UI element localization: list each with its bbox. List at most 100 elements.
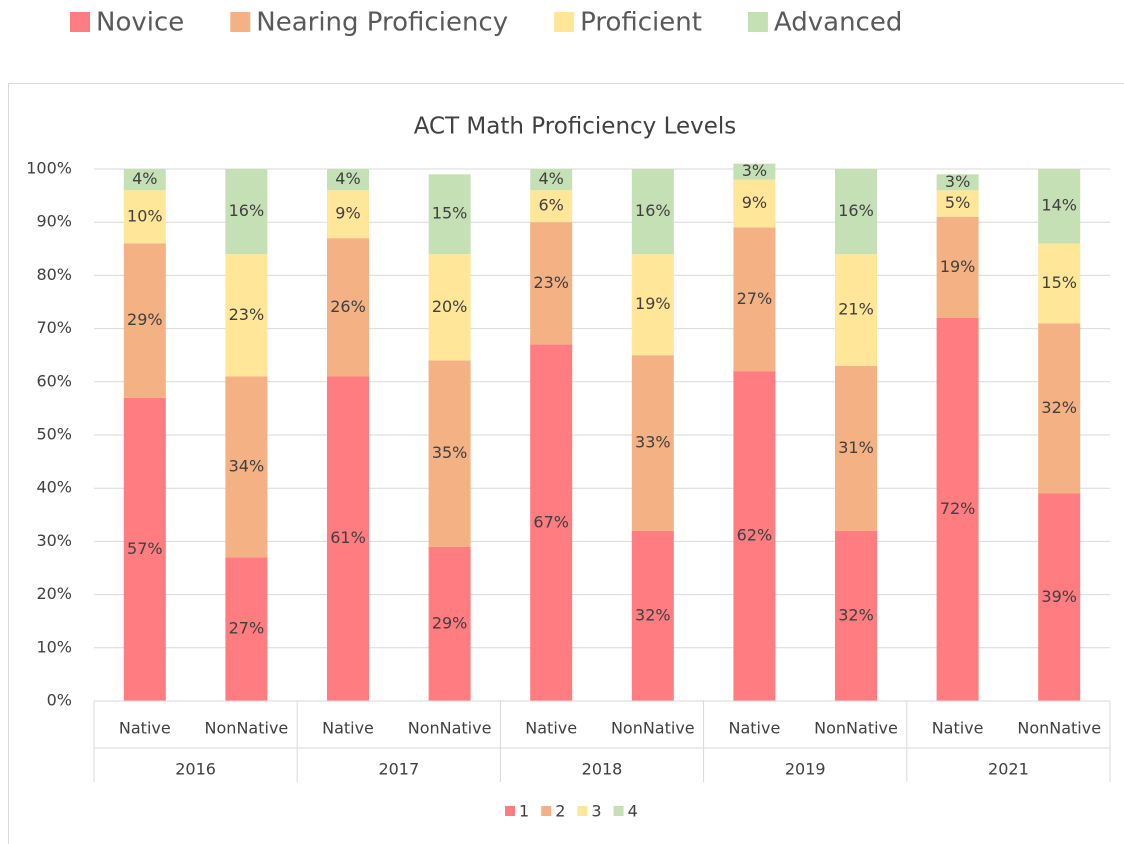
data-label: 19% — [635, 294, 671, 313]
legend-swatch — [554, 12, 575, 32]
bar-segment — [123, 169, 166, 191]
bar-segment — [123, 397, 166, 701]
x-tick-label: Native — [525, 719, 577, 738]
bar-segment — [530, 190, 573, 223]
data-label: 32% — [635, 605, 671, 624]
x-tick-label: NonNative — [1017, 719, 1101, 738]
data-label: 9% — [742, 193, 767, 212]
bar-segment — [733, 179, 776, 228]
bar-segment — [1038, 169, 1081, 244]
group-label: 2021 — [988, 760, 1029, 779]
bar-segment — [733, 227, 776, 372]
data-label: 10% — [127, 206, 163, 225]
bar-segment — [631, 355, 674, 531]
bar-segment — [225, 557, 268, 701]
group-label: 2016 — [175, 760, 216, 779]
bar-segment — [530, 169, 573, 191]
x-tick-label: Native — [322, 719, 374, 738]
y-tick-label: 30% — [36, 531, 72, 550]
bar-segment — [835, 530, 877, 701]
legend-swatch — [230, 12, 251, 32]
data-label: 16% — [635, 201, 671, 220]
bar-segment — [835, 169, 877, 255]
bar-segment — [835, 254, 877, 366]
legend-swatch — [577, 806, 588, 816]
data-label: 29% — [127, 310, 163, 329]
data-label: 15% — [432, 204, 468, 223]
data-label: 15% — [1041, 273, 1077, 292]
data-label: 4% — [132, 169, 157, 188]
legend-swatch — [70, 12, 90, 32]
chart-title: ACT Math Proficiency Levels — [414, 114, 737, 140]
data-label: 31% — [838, 438, 874, 457]
x-tick-label: NonNative — [814, 719, 898, 738]
data-label: 9% — [335, 204, 360, 223]
data-label: 23% — [229, 305, 265, 324]
legend-swatch — [747, 12, 768, 32]
bar-segment — [327, 238, 369, 377]
y-tick-label: 20% — [36, 584, 72, 603]
bar-segment — [327, 190, 369, 239]
legend-label: Proficient — [580, 8, 702, 38]
bar-segment — [123, 190, 166, 244]
data-label: 62% — [737, 526, 773, 545]
legend-label: 4 — [628, 802, 638, 821]
legend-label: 3 — [591, 802, 601, 821]
data-label: 35% — [432, 443, 468, 462]
group-label: 2019 — [785, 760, 826, 779]
y-tick-label: 50% — [36, 425, 72, 444]
y-tick-label: 90% — [36, 212, 72, 231]
bar-segment — [327, 169, 369, 191]
bar-segment — [123, 243, 166, 398]
legend-label: Novice — [96, 8, 184, 38]
bar-segment — [225, 169, 268, 255]
bar-segment — [428, 174, 471, 255]
legend-swatch — [613, 806, 624, 816]
data-label: 4% — [335, 169, 360, 188]
data-label: 4% — [539, 169, 564, 188]
bar-segment — [631, 254, 674, 356]
data-label: 72% — [940, 499, 976, 518]
data-label: 33% — [635, 432, 671, 451]
x-tick-label: Native — [728, 719, 780, 738]
data-label: 21% — [838, 299, 874, 318]
x-tick-label: NonNative — [408, 719, 492, 738]
data-label: 6% — [539, 196, 564, 215]
y-tick-label: 0% — [47, 691, 72, 710]
legend-swatch — [541, 806, 552, 816]
data-label: 27% — [229, 619, 265, 638]
bar-segment — [733, 163, 776, 180]
data-label: 16% — [838, 201, 874, 220]
bar-segment — [936, 174, 979, 191]
x-tick-label: NonNative — [205, 719, 289, 738]
data-label: 20% — [432, 297, 468, 316]
data-label: 16% — [229, 201, 265, 220]
data-label: 23% — [533, 273, 569, 292]
bar-segment — [327, 376, 369, 701]
legend-label: 2 — [555, 802, 565, 821]
y-tick-label: 60% — [36, 371, 72, 390]
data-label: 5% — [945, 193, 970, 212]
group-label: 2017 — [378, 760, 419, 779]
bar-segment — [530, 222, 573, 345]
bar-segment — [1038, 493, 1081, 701]
bar-segment — [428, 360, 471, 547]
data-label: 14% — [1041, 196, 1077, 215]
legend-swatch — [505, 806, 515, 816]
bar-segment — [225, 254, 268, 377]
y-tick-label: 80% — [36, 265, 72, 284]
group-label: 2018 — [582, 760, 623, 779]
bar-segment — [733, 371, 776, 701]
x-tick-label: Native — [119, 719, 171, 738]
data-label: 29% — [432, 613, 468, 632]
y-tick-label: 100% — [26, 159, 72, 178]
x-tick-label: Native — [932, 719, 984, 738]
bar-segment — [1038, 323, 1081, 494]
data-label: 34% — [229, 456, 265, 475]
data-label: 32% — [838, 605, 874, 624]
bar-segment — [835, 365, 877, 531]
bar-segment — [936, 190, 979, 217]
legend-label: Advanced — [774, 8, 902, 38]
data-label: 3% — [742, 161, 767, 180]
